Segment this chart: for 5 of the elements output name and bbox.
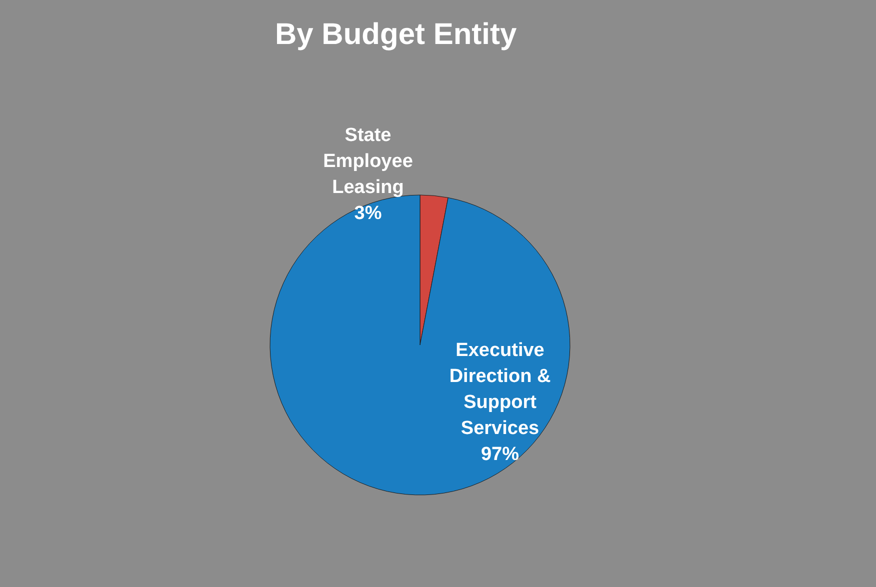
data-label: 3% <box>354 203 382 224</box>
data-label: 97% <box>480 444 520 465</box>
slice-label: State Employee Leasing <box>323 125 413 198</box>
slice-label: Executive Direction & Support Services <box>449 340 551 439</box>
chart-title: By Budget Entity <box>275 18 517 51</box>
